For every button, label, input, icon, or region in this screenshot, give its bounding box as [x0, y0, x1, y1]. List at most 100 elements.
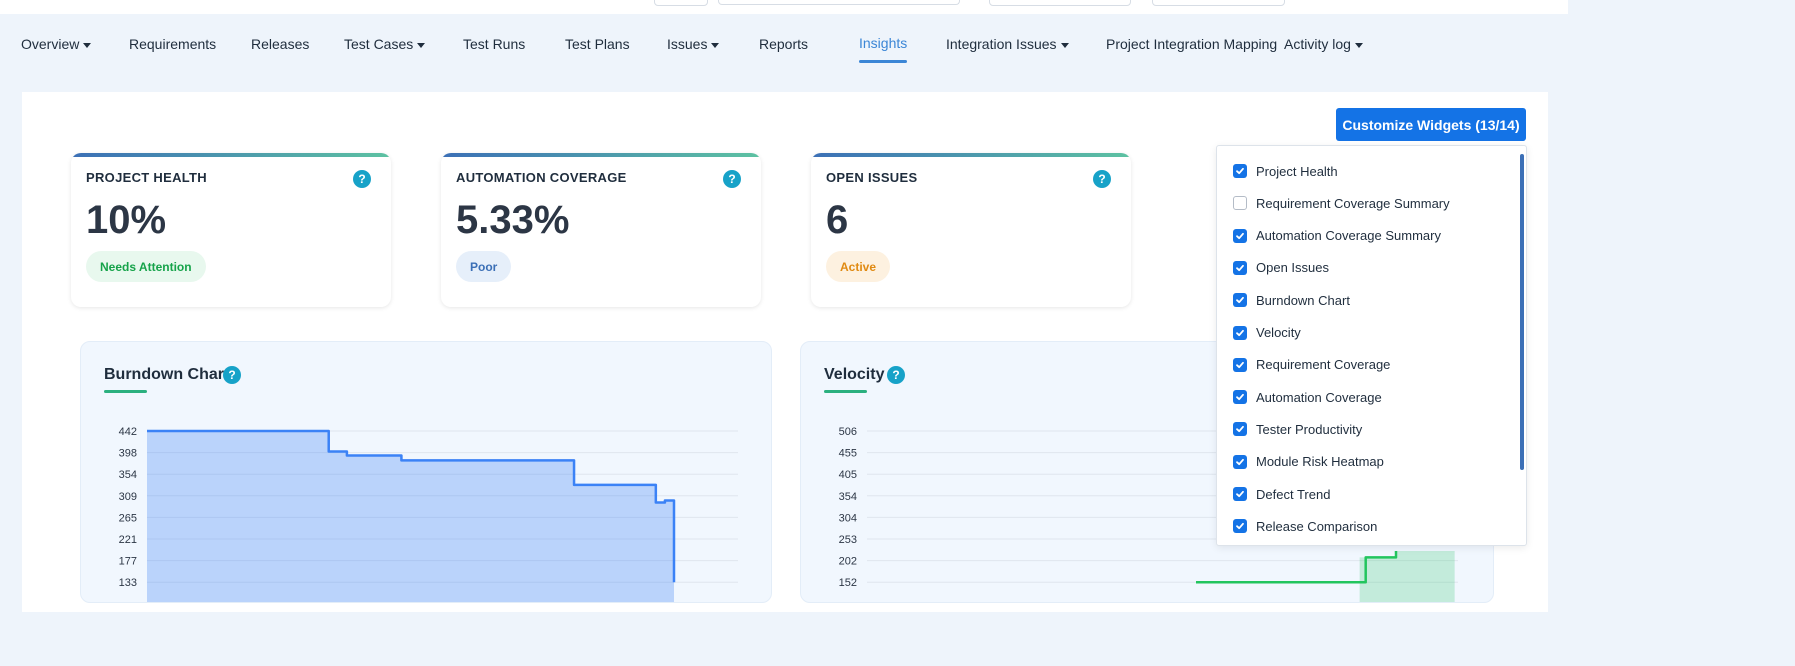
y-tick-label: 177 — [119, 556, 137, 568]
y-tick-label: 221 — [119, 534, 137, 546]
help-icon[interactable]: ? — [723, 170, 741, 188]
checkbox-checked-icon[interactable] — [1233, 293, 1247, 308]
series-area — [1359, 551, 1455, 602]
nav-test-plans[interactable]: Test Plans — [565, 36, 630, 52]
widget-option-label: Defect Trend — [1256, 486, 1331, 502]
y-tick-label: 309 — [119, 491, 137, 503]
y-tick-label: 405 — [839, 469, 857, 481]
widget-option[interactable]: Burndown Chart — [1233, 289, 1350, 311]
widget-option[interactable]: Release Comparison — [1233, 515, 1377, 537]
widget-option-label: Requirement Coverage — [1256, 357, 1391, 373]
chevron-down-icon — [83, 42, 92, 48]
y-tick-label: 354 — [839, 491, 857, 503]
widget-option-label: Velocity — [1256, 325, 1301, 340]
top-control[interactable] — [654, 0, 708, 6]
nav-reports[interactable]: Reports — [759, 36, 809, 52]
widget-option-label: Tester Productivity — [1256, 421, 1363, 437]
status-badge: Needs Attention — [86, 251, 206, 282]
nav-releases[interactable]: Releases — [251, 36, 310, 52]
title-underline — [824, 390, 867, 393]
nav-overview[interactable]: Overview — [21, 36, 92, 52]
widget-option[interactable]: Velocity — [1233, 322, 1301, 344]
widget-option[interactable]: Automation Coverage — [1233, 386, 1382, 408]
y-tick-label: 455 — [839, 448, 857, 460]
top-control[interactable] — [1152, 0, 1285, 6]
help-icon[interactable]: ? — [223, 366, 241, 384]
chevron-down-icon — [1060, 42, 1069, 48]
main-nav: Overview Requirements Releases Test Case… — [0, 14, 1568, 74]
widget-option[interactable]: Tester Productivity — [1233, 418, 1362, 440]
checkbox-checked-icon[interactable] — [1233, 390, 1247, 405]
nav-requirements[interactable]: Requirements — [129, 36, 217, 52]
help-icon[interactable]: ? — [1093, 170, 1111, 188]
help-icon[interactable]: ? — [353, 170, 371, 188]
y-tick-label: 354 — [119, 469, 137, 481]
status-badge: Poor — [456, 251, 512, 282]
checkbox-checked-icon[interactable] — [1233, 325, 1247, 340]
kpi-value: 6 — [826, 198, 849, 242]
checkbox-checked-icon[interactable] — [1233, 357, 1247, 372]
y-tick-label: 265 — [119, 512, 137, 524]
widget-option[interactable]: Automation Coverage Summary — [1233, 225, 1441, 247]
checkbox-checked-icon[interactable] — [1233, 260, 1247, 275]
widget-option-label: Automation Coverage Summary — [1256, 228, 1441, 244]
checkbox-checked-icon[interactable] — [1233, 228, 1247, 243]
kpi-label: PROJECT HEALTH — [86, 170, 207, 185]
nav-test-runs[interactable]: Test Runs — [463, 36, 526, 52]
widget-option-label: Project Health — [1256, 163, 1338, 179]
nav-issues[interactable]: Issues — [667, 36, 720, 52]
top-bar — [0, 0, 1568, 14]
widget-option[interactable]: Defect Trend — [1233, 483, 1330, 505]
chart-title: Burndown Chart — [104, 366, 230, 383]
widget-option[interactable]: Open Issues — [1233, 257, 1329, 279]
nav-activity-log[interactable]: Activity log — [1284, 36, 1363, 52]
status-badge: Active — [826, 251, 891, 282]
nav-test-cases[interactable]: Test Cases — [344, 36, 426, 52]
card-accent-bar — [71, 153, 391, 157]
burndown-chart: 442 398 354 309 265 221 177 133 — [119, 426, 738, 602]
customize-widgets-button[interactable]: Customize Widgets (13/14) — [1336, 108, 1526, 141]
checkbox-checked-icon[interactable] — [1233, 487, 1247, 501]
y-tick-label: 304 — [839, 512, 857, 524]
y-tick-label: 152 — [839, 577, 857, 589]
widget-option-label: Open Issues — [1256, 260, 1329, 276]
checkbox-checked-icon[interactable] — [1233, 164, 1247, 178]
card-accent-bar — [811, 153, 1131, 157]
chevron-down-icon — [1354, 42, 1363, 48]
nav-insights[interactable]: Insights — [859, 35, 908, 63]
widget-option-label: Burndown Chart — [1256, 292, 1350, 308]
kpi-value: 5.33% — [456, 198, 570, 242]
y-tick-label: 253 — [839, 534, 857, 546]
nav-integration-issues[interactable]: Integration Issues — [946, 36, 1069, 52]
help-icon[interactable]: ? — [887, 366, 905, 384]
y-tick-label: 506 — [839, 426, 857, 438]
nav-project-integration-mapping[interactable]: Project Integration Mapping — [1106, 36, 1278, 52]
widget-option-label: Requirement Coverage Summary — [1256, 195, 1450, 211]
kpi-card-project-health: PROJECT HEALTH ? 10% Needs Attention — [71, 153, 391, 307]
widget-option-label: Release Comparison — [1256, 518, 1378, 534]
top-control[interactable] — [989, 0, 1131, 6]
checkbox-checked-icon[interactable] — [1233, 519, 1247, 534]
series-area — [147, 431, 674, 602]
checkbox-checked-icon[interactable] — [1233, 454, 1247, 469]
y-tick-label: 133 — [119, 577, 137, 589]
widget-option[interactable]: Requirement Coverage — [1233, 354, 1390, 376]
chevron-down-icon — [417, 42, 426, 48]
top-control[interactable] — [718, 0, 960, 5]
kpi-label: OPEN ISSUES — [826, 170, 918, 185]
scrollbar[interactable] — [1520, 154, 1524, 470]
widget-selector-dropdown: Project Health Requirement Coverage Summa… — [1216, 145, 1527, 546]
widget-option[interactable]: Project Health — [1233, 160, 1338, 182]
card-accent-bar — [441, 153, 761, 157]
checkbox-unchecked-icon[interactable] — [1233, 196, 1247, 211]
widget-option[interactable]: Module Risk Heatmap — [1233, 451, 1384, 473]
title-underline — [104, 390, 147, 393]
series-line — [147, 429, 676, 583]
kpi-card-open-issues: OPEN ISSUES ? 6 Active — [811, 153, 1131, 307]
burndown-chart-card: Burndown Chart ? 442 398 354 309 265 221 177 13… — [80, 341, 772, 603]
y-tick-label: 202 — [839, 556, 857, 568]
checkbox-checked-icon[interactable] — [1233, 422, 1247, 437]
widget-option-label: Automation Coverage — [1256, 389, 1382, 405]
kpi-value: 10% — [86, 198, 167, 242]
widget-option[interactable]: Requirement Coverage Summary — [1233, 192, 1450, 214]
